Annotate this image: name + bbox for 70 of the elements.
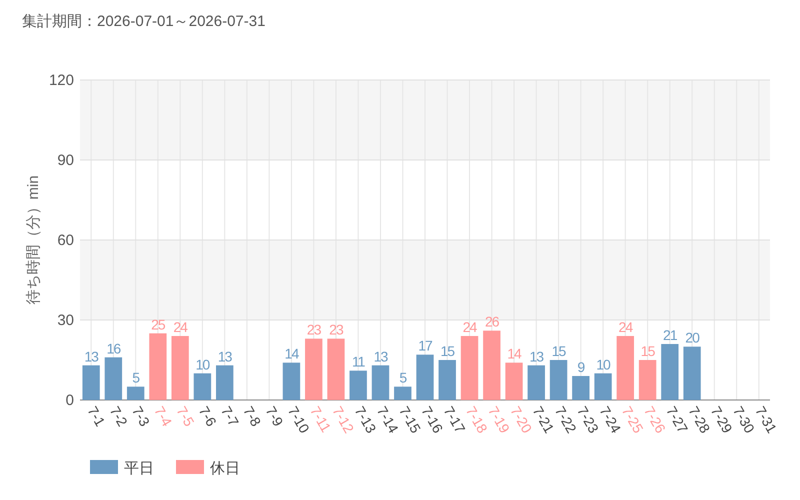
bar: [104, 357, 122, 400]
bar: [149, 333, 167, 400]
data-label: 14: [284, 346, 300, 362]
data-label: 15: [552, 343, 567, 359]
x-tick-label: 7-4: [151, 404, 176, 430]
data-label: 24: [173, 319, 188, 335]
legend-label: 休日: [210, 460, 240, 477]
bar: [327, 338, 345, 400]
bar: [216, 365, 234, 400]
y-tick-label: 90: [57, 152, 74, 169]
bar: [460, 336, 478, 400]
bar: [171, 336, 189, 400]
legend-label: 平日: [124, 460, 154, 477]
bar: [350, 370, 367, 400]
y-tick-label: 0: [66, 392, 74, 409]
bar: [282, 362, 300, 400]
bar: [372, 365, 390, 400]
bar: [528, 365, 545, 400]
bar: [483, 330, 500, 400]
bar: [82, 365, 100, 400]
data-label: 24: [618, 319, 634, 335]
x-tick-label: 7-5: [174, 404, 198, 430]
bar: [438, 360, 456, 400]
bar: [616, 336, 634, 400]
data-label: 23: [329, 322, 344, 338]
x-tick-label: 7-9: [262, 404, 287, 430]
data-label: 15: [440, 343, 456, 359]
data-label: 15: [640, 343, 656, 359]
x-tick-label: 7-6: [196, 404, 220, 430]
data-label: 11: [352, 354, 366, 370]
data-label: 24: [462, 319, 478, 335]
data-label: 13: [374, 348, 388, 364]
chart-title: 集計期間：2026-07-01～2026-07-31: [22, 13, 266, 30]
data-label: 14: [507, 346, 522, 362]
data-label: 5: [132, 370, 140, 386]
bar: [505, 362, 523, 400]
data-label: 10: [196, 356, 210, 372]
data-label: 23: [306, 322, 322, 338]
y-tick-label: 60: [57, 232, 74, 249]
bar: [416, 354, 434, 400]
data-label: 9: [577, 359, 586, 375]
data-label: 20: [685, 330, 700, 346]
y-axis-title: 待ち時間（分）min: [25, 175, 42, 305]
y-tick-label: 30: [57, 312, 74, 329]
x-tick-label: 7-1: [84, 404, 109, 430]
bar: [661, 344, 679, 400]
data-label: 13: [218, 348, 233, 364]
bar: [638, 360, 656, 400]
bar: [572, 376, 590, 400]
bar: [594, 373, 612, 400]
data-label: 13: [530, 348, 544, 364]
data-label: 26: [484, 314, 500, 330]
bar: [394, 386, 412, 400]
bar: [550, 360, 568, 400]
x-tick-label: 7-3: [129, 404, 154, 430]
data-label: 5: [399, 370, 408, 386]
bar: [683, 346, 701, 400]
x-tick-label: 7-2: [106, 404, 131, 430]
data-label: 16: [106, 340, 122, 356]
bar: [194, 373, 212, 400]
x-tick-label: 7-8: [240, 404, 264, 430]
bar: [126, 386, 144, 400]
x-tick-label: 7-7: [218, 404, 242, 430]
data-label: 10: [596, 356, 612, 372]
data-label: 25: [151, 316, 166, 332]
bar: [305, 338, 322, 400]
data-label: 21: [663, 327, 678, 343]
data-label: 13: [84, 348, 100, 364]
y-tick-label: 120: [48, 72, 74, 89]
data-label: 17: [418, 338, 433, 354]
